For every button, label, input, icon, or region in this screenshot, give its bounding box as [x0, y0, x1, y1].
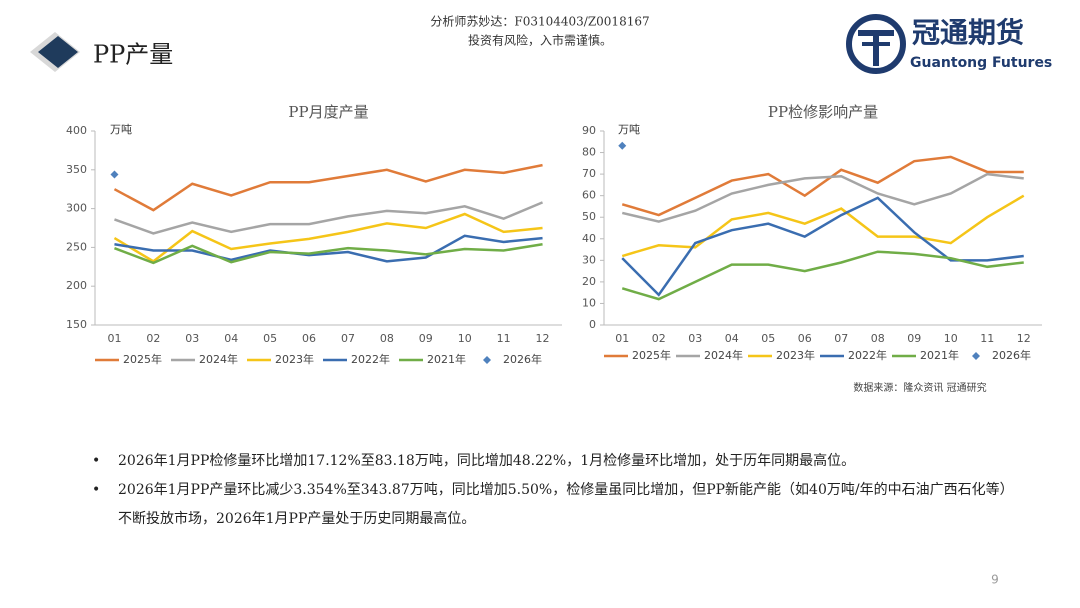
- analyst: 分析师苏妙达：F03104403/Z0018167: [430, 15, 649, 29]
- legend-marker: [483, 356, 491, 364]
- y-tick-label: 90: [582, 124, 596, 137]
- bullet: 2026年1月PP检修量环比增加17.12%至83.18万吨，同比增加48.22…: [92, 447, 1022, 476]
- y-tick-label: 60: [582, 189, 596, 202]
- x-tick-label: 11: [980, 332, 994, 345]
- y-tick-label: 150: [66, 318, 87, 331]
- x-tick-label: 10: [944, 332, 958, 345]
- x-tick-label: 09: [907, 332, 921, 345]
- x-tick-label: 04: [224, 332, 238, 345]
- chart-title: PP月度产量: [288, 103, 368, 121]
- y-tick-label: 10: [582, 296, 596, 309]
- x-tick-label: 08: [871, 332, 885, 345]
- logo-ring: [846, 14, 906, 74]
- x-tick-label: 05: [263, 332, 277, 345]
- bullet: 2026年1月PP产量环比减少3.354%至343.87万吨，同比增加5.50%…: [92, 476, 1022, 534]
- x-tick-label: 01: [615, 332, 629, 345]
- x-tick-label: 12: [1017, 332, 1031, 345]
- bullets: 2026年1月PP检修量环比增加17.12%至83.18万吨，同比增加48.22…: [92, 447, 1022, 534]
- legend-label: 2026年: [992, 348, 1031, 362]
- unit-label: 万吨: [618, 123, 640, 136]
- y-tick-label: 350: [66, 163, 87, 176]
- legend-label: 2025年: [632, 348, 671, 362]
- y-tick-label: 40: [582, 232, 596, 245]
- x-tick-label: 03: [185, 332, 199, 345]
- disclaimer: 投资有风险，入市需谨慎。: [468, 33, 612, 48]
- logo-bar2: [862, 42, 890, 46]
- unit-label: 万吨: [110, 123, 132, 136]
- x-tick-label: 12: [536, 332, 550, 345]
- y-tick-label: 300: [66, 202, 87, 215]
- x-tick-label: 11: [497, 332, 511, 345]
- legend-label: 2024年: [199, 352, 238, 366]
- y-tick-label: 50: [582, 210, 596, 223]
- series-line: [113, 212, 543, 263]
- x-tick-label: 05: [761, 332, 775, 345]
- x-tick-label: 04: [725, 332, 739, 345]
- series-line: [114, 234, 543, 263]
- source: 数据来源：隆众资讯 冠通研究: [853, 381, 986, 394]
- legend-label: 2022年: [351, 352, 390, 366]
- x-tick-label: 08: [380, 332, 394, 345]
- legend-label: 2022年: [848, 348, 887, 362]
- series-line: [621, 155, 1024, 217]
- chart-title: PP检修影响产量: [768, 103, 878, 121]
- series-line: [114, 201, 544, 235]
- legend-label: 2023年: [275, 352, 314, 366]
- logo-en: Guantong Futures: [910, 55, 1052, 71]
- series-line: [621, 250, 1024, 301]
- y-tick-label: 80: [582, 146, 596, 159]
- x-tick-label: 02: [652, 332, 666, 345]
- y-tick-label: 400: [66, 124, 87, 137]
- logo-bar: [858, 30, 894, 36]
- y-tick-label: 30: [582, 253, 596, 266]
- x-tick-label: 06: [798, 332, 812, 345]
- legend-label: 2026年: [503, 352, 542, 366]
- y-tick-label: 70: [582, 167, 596, 180]
- y-tick-label: 20: [582, 275, 596, 288]
- x-tick-label: 07: [834, 332, 848, 345]
- logo-stem: [873, 36, 879, 66]
- point: [618, 141, 627, 150]
- legend-label: 2021年: [920, 348, 959, 362]
- x-tick-label: 03: [688, 332, 702, 345]
- logo-cn: 冠通期货: [912, 16, 1024, 49]
- legend-label: 2023年: [776, 348, 815, 362]
- legend-marker: [972, 352, 980, 360]
- series-line: [114, 243, 543, 265]
- series-line: [621, 172, 1024, 223]
- x-tick-label: 07: [341, 332, 355, 345]
- legend-label: 2021年: [427, 352, 466, 366]
- y-tick-label: 250: [66, 240, 87, 253]
- page-number: 9: [991, 573, 999, 587]
- header-icon: [38, 36, 78, 68]
- series-line: [113, 163, 543, 212]
- legend-label: 2025年: [123, 352, 162, 366]
- x-tick-label: 10: [458, 332, 472, 345]
- page-title: PP产量: [93, 41, 173, 69]
- y-tick-label: 0: [589, 318, 596, 331]
- legend-label: 2024年: [704, 348, 743, 362]
- x-tick-label: 06: [302, 332, 316, 345]
- y-tick-label: 200: [66, 279, 87, 292]
- x-tick-label: 01: [107, 332, 121, 345]
- point: [110, 170, 119, 179]
- x-tick-label: 09: [419, 332, 433, 345]
- series-line: [621, 194, 1025, 258]
- x-tick-label: 02: [146, 332, 160, 345]
